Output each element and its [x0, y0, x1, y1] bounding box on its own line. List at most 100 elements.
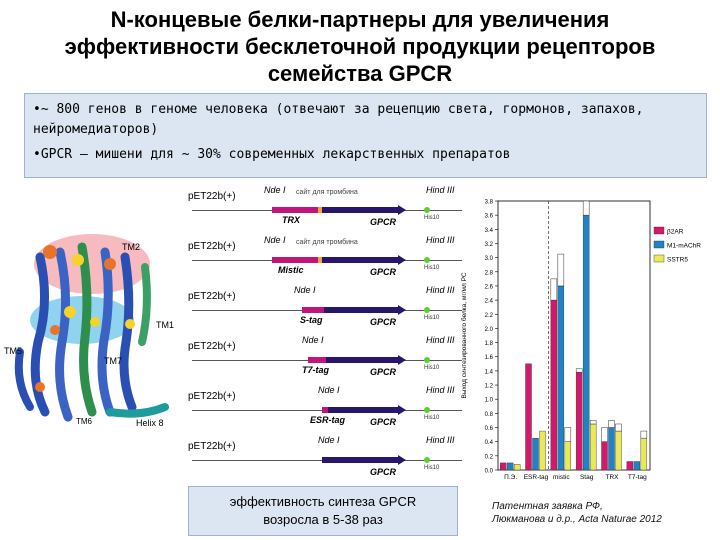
label-tm7: TM7	[104, 356, 122, 366]
thrombin-segment	[318, 257, 322, 263]
his-tag-marker	[424, 407, 430, 413]
gpcr-label: GPCR	[370, 467, 397, 477]
bar-β2AR	[499, 462, 507, 471]
citation: Патентная заявка РФ, Люкманова и д.р., A…	[492, 500, 717, 526]
y-tick-label: 0.4	[485, 440, 494, 446]
bar-β2AR	[550, 299, 558, 471]
legend-label: β2AR	[667, 229, 684, 236]
legend-label: SSTR5	[667, 257, 688, 264]
vector-label: pET22b(+)	[188, 241, 236, 252]
tag-segment	[272, 207, 318, 213]
y-tick-label: 0.2	[485, 454, 494, 460]
gpcr-arrow	[398, 305, 406, 315]
gpcr-segment	[324, 307, 398, 313]
his-label: His10	[424, 315, 440, 321]
bar-β2AR	[601, 441, 608, 471]
title-line-3: семейства GPCR	[267, 61, 453, 86]
legend-swatch	[653, 226, 665, 235]
bullet-item: •GPCR – мишени для ~ 30% современных лек…	[33, 147, 511, 162]
citation-line-1: Патентная заявка РФ,	[492, 501, 603, 512]
gpcr-segment	[328, 407, 398, 413]
bar-SSTR5	[539, 430, 546, 471]
nde-site-label: Nde I	[318, 385, 340, 395]
vector-label: pET22b(+)	[188, 191, 236, 202]
hind-site-label: Hind III	[426, 335, 455, 345]
gpcr-segment	[326, 357, 398, 363]
bar-open-top	[564, 427, 572, 442]
y-axis-label: Выход синтезированного белка, мг/мл РС	[460, 272, 468, 398]
bar-open-top	[608, 420, 615, 428]
nde-site-label: Nde I	[302, 335, 324, 345]
y-tick-label: 2.4	[485, 299, 494, 305]
y-tick-label: 3.8	[485, 200, 494, 206]
helix-bundle	[14, 242, 169, 422]
bar-β2AR	[575, 372, 583, 471]
nde-site-label: Nde I	[318, 435, 340, 445]
bar-SSTR5	[564, 441, 572, 471]
x-tick-label: Stag	[580, 474, 594, 481]
his-tag-marker	[424, 207, 430, 213]
construct-s-tag: pET22b(+) Nde I Hind III S-tag GPCR His1…	[182, 285, 472, 335]
y-tick-label: 1.8	[485, 341, 494, 347]
tag-segment	[302, 307, 324, 313]
tag-label: TRX	[282, 215, 300, 225]
bar-open-top	[601, 427, 608, 442]
hind-site-label: Hind III	[426, 235, 455, 245]
bar-SSTR5	[615, 430, 622, 471]
label-tm6: TM6	[76, 417, 93, 426]
y-tick-label: 3.6	[485, 214, 494, 220]
bullet-box: •~ 800 генов в геноме человека (отвечают…	[24, 93, 707, 178]
gpcr-segment	[322, 257, 398, 263]
his-label: His10	[424, 365, 440, 371]
construct-trx: pET22b(+) Nde I сайт для тромбина Hind I…	[182, 185, 472, 235]
legend-swatch	[653, 240, 665, 249]
construct-mistic: pET22b(+) Nde I сайт для тромбина Hind I…	[182, 235, 472, 285]
thrombin-site-label: сайт для тромбина	[296, 239, 358, 246]
bar-M1-mAChR	[506, 462, 514, 471]
y-tick-label: 1.6	[485, 355, 494, 361]
his-label: His10	[424, 265, 440, 271]
bar-open-top	[615, 423, 622, 432]
x-tick-label: П.Э.	[504, 474, 517, 481]
vector-label: pET22b(+)	[188, 441, 236, 452]
his-tag-marker	[424, 257, 430, 263]
his-label: His10	[424, 465, 440, 471]
y-tick-label: 1.0	[485, 398, 494, 404]
bar-β2AR	[525, 363, 532, 471]
bar-M1-mAChR	[608, 427, 615, 471]
bullet-item: •~ 800 генов в геноме человека (отвечают…	[33, 102, 644, 137]
thrombin-segment	[318, 207, 322, 213]
y-tick-label: 2.0	[485, 327, 494, 333]
result-line-2: возросла в 5-38 раз	[263, 512, 383, 527]
label-helix8: Helix 8	[136, 418, 164, 428]
y-tick-label: 0.0	[485, 469, 494, 475]
y-tick-label: 1.2	[485, 384, 494, 390]
construct-diagrams: pET22b(+) Nde I сайт для тромбина Hind I…	[182, 185, 472, 477]
bar-M1-mAChR	[557, 285, 565, 471]
protein-yield-bar-chart: 0.0 0.2 0.4 0.6 0.8 1.0 1.2 1.4 1.6 1.8 2.0 2.2 2.4 2…	[460, 200, 701, 482]
label-tm1: TM1	[156, 320, 174, 330]
legend-label: M1-mAChR	[667, 243, 701, 250]
gpcr-arrow	[398, 455, 406, 465]
bar-SSTR5	[640, 437, 648, 471]
y-tick-label: 0.6	[485, 426, 494, 432]
gpcr-label: GPCR	[370, 367, 397, 377]
tag-label: ESR-tag	[310, 415, 346, 425]
y-tick-label: 2.6	[485, 284, 494, 290]
gpcr-segment	[322, 457, 398, 463]
construct-esr-tag: pET22b(+) Nde I Hind III ESR-tag GPCR Hi…	[182, 385, 472, 435]
title-line-1: N-концевые белки-партнеры для увеличения	[110, 7, 610, 32]
x-tick-label: TRX	[606, 474, 620, 481]
construct-no-tag: pET22b(+) Nde I Hind III GPCR His10	[182, 435, 472, 485]
bar-M1-mAChR	[633, 461, 641, 471]
y-tick-label: 2.2	[485, 313, 494, 319]
bar-M1-mAChR	[582, 214, 590, 471]
slide-title: N-концевые белки-партнеры для увеличения…	[0, 6, 720, 87]
tag-segment	[322, 407, 328, 413]
bar-SSTR5	[513, 464, 521, 471]
bar-open-top	[575, 368, 583, 373]
thrombin-site-label: сайт для тромбина	[296, 189, 358, 196]
gpcr-label: GPCR	[370, 417, 397, 427]
bar-open-top	[640, 430, 648, 439]
x-tick-label: mistic	[553, 474, 570, 481]
